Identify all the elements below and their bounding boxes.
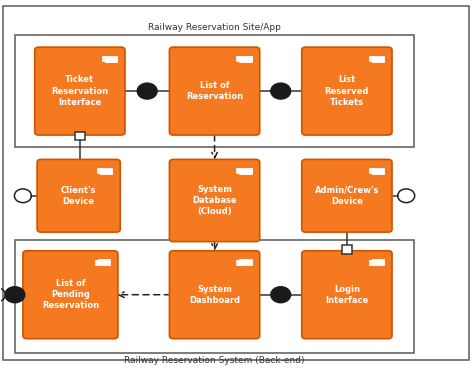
Text: Ticket
Reservation
Interface: Ticket Reservation Interface	[51, 76, 109, 107]
FancyBboxPatch shape	[98, 259, 110, 265]
FancyBboxPatch shape	[101, 56, 107, 58]
Text: Client's
Device: Client's Device	[61, 186, 96, 206]
FancyBboxPatch shape	[35, 47, 125, 135]
Bar	[15, 241, 414, 353]
Circle shape	[5, 287, 25, 303]
Text: Railway Reservation Site/App: Railway Reservation Site/App	[148, 23, 281, 32]
Text: System
Dashboard: System Dashboard	[189, 285, 240, 305]
FancyBboxPatch shape	[302, 159, 392, 232]
FancyBboxPatch shape	[372, 168, 384, 174]
Text: System
Database
(Cloud): System Database (Cloud)	[192, 185, 237, 216]
Circle shape	[137, 83, 157, 99]
FancyBboxPatch shape	[302, 47, 392, 135]
FancyBboxPatch shape	[169, 251, 260, 339]
FancyBboxPatch shape	[237, 263, 241, 265]
FancyBboxPatch shape	[302, 251, 392, 339]
Text: Railway Reservation System (Back-end): Railway Reservation System (Back-end)	[124, 356, 305, 365]
FancyBboxPatch shape	[369, 168, 374, 170]
FancyBboxPatch shape	[101, 59, 107, 61]
FancyBboxPatch shape	[237, 168, 241, 170]
FancyBboxPatch shape	[369, 172, 374, 173]
Text: List of
Reservation: List of Reservation	[186, 81, 243, 101]
FancyBboxPatch shape	[23, 251, 118, 339]
Bar	[75, 132, 85, 140]
FancyBboxPatch shape	[94, 263, 100, 265]
FancyBboxPatch shape	[372, 259, 384, 265]
FancyBboxPatch shape	[369, 56, 374, 58]
Bar	[15, 35, 414, 147]
FancyBboxPatch shape	[37, 159, 120, 232]
FancyBboxPatch shape	[369, 263, 374, 265]
FancyBboxPatch shape	[239, 259, 252, 265]
FancyBboxPatch shape	[105, 55, 117, 62]
Text: Admin/Crew's
Device: Admin/Crew's Device	[315, 186, 379, 206]
Text: List of
Pending
Reservation: List of Pending Reservation	[42, 279, 99, 310]
FancyBboxPatch shape	[369, 59, 374, 61]
FancyBboxPatch shape	[239, 168, 252, 174]
FancyBboxPatch shape	[97, 172, 102, 173]
FancyBboxPatch shape	[97, 168, 102, 170]
FancyBboxPatch shape	[237, 59, 241, 61]
FancyBboxPatch shape	[237, 56, 241, 58]
FancyBboxPatch shape	[169, 47, 260, 135]
FancyBboxPatch shape	[369, 260, 374, 262]
FancyBboxPatch shape	[94, 260, 100, 262]
Bar	[342, 245, 352, 254]
FancyBboxPatch shape	[169, 159, 260, 242]
Text: List
Reserved
Tickets: List Reserved Tickets	[325, 76, 369, 107]
FancyBboxPatch shape	[237, 260, 241, 262]
FancyBboxPatch shape	[100, 168, 112, 174]
Text: Login
Interface: Login Interface	[325, 285, 368, 305]
FancyBboxPatch shape	[239, 55, 252, 62]
Circle shape	[271, 287, 291, 303]
FancyBboxPatch shape	[237, 172, 241, 173]
FancyBboxPatch shape	[372, 55, 384, 62]
Circle shape	[271, 83, 291, 99]
